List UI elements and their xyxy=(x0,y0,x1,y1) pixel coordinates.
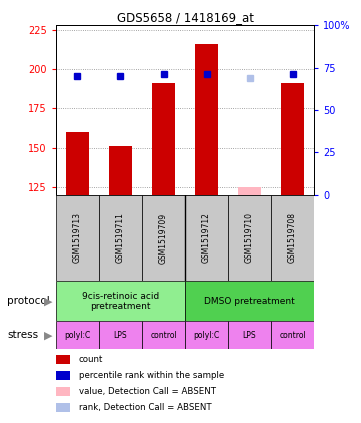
Text: GSM1519711: GSM1519711 xyxy=(116,212,125,264)
Bar xyxy=(66,132,89,195)
Text: DMSO pretreatment: DMSO pretreatment xyxy=(204,297,295,306)
Text: rank, Detection Call = ABSENT: rank, Detection Call = ABSENT xyxy=(79,403,211,412)
FancyBboxPatch shape xyxy=(142,321,185,349)
FancyBboxPatch shape xyxy=(185,281,314,321)
Title: GDS5658 / 1418169_at: GDS5658 / 1418169_at xyxy=(117,11,253,24)
Text: GSM1519709: GSM1519709 xyxy=(159,212,168,264)
Text: GSM1519712: GSM1519712 xyxy=(202,212,211,264)
Bar xyxy=(238,187,261,195)
Text: count: count xyxy=(79,355,103,364)
FancyBboxPatch shape xyxy=(56,281,185,321)
FancyBboxPatch shape xyxy=(271,321,314,349)
Text: control: control xyxy=(150,331,177,340)
FancyBboxPatch shape xyxy=(142,195,185,281)
FancyBboxPatch shape xyxy=(56,321,99,349)
Text: percentile rank within the sample: percentile rank within the sample xyxy=(79,371,224,380)
FancyBboxPatch shape xyxy=(185,321,228,349)
FancyBboxPatch shape xyxy=(99,195,142,281)
FancyBboxPatch shape xyxy=(228,321,271,349)
Bar xyxy=(109,146,132,195)
Text: ▶: ▶ xyxy=(44,330,52,340)
FancyBboxPatch shape xyxy=(185,195,228,281)
Text: control: control xyxy=(279,331,306,340)
FancyBboxPatch shape xyxy=(99,321,142,349)
FancyBboxPatch shape xyxy=(228,195,271,281)
Text: LPS: LPS xyxy=(243,331,256,340)
Text: polyI:C: polyI:C xyxy=(64,331,91,340)
Text: GSM1519713: GSM1519713 xyxy=(73,212,82,264)
FancyBboxPatch shape xyxy=(271,195,314,281)
Text: 9cis-retinoic acid
pretreatment: 9cis-retinoic acid pretreatment xyxy=(82,292,159,311)
Text: LPS: LPS xyxy=(114,331,127,340)
Bar xyxy=(152,83,175,195)
Text: polyI:C: polyI:C xyxy=(193,331,219,340)
Text: GSM1519710: GSM1519710 xyxy=(245,212,254,264)
FancyBboxPatch shape xyxy=(56,195,99,281)
Bar xyxy=(281,83,304,195)
Text: ▶: ▶ xyxy=(44,297,52,306)
Text: value, Detection Call = ABSENT: value, Detection Call = ABSENT xyxy=(79,387,216,396)
Text: protocol: protocol xyxy=(7,297,50,306)
Bar xyxy=(195,44,218,195)
Text: stress: stress xyxy=(7,330,38,340)
Text: GSM1519708: GSM1519708 xyxy=(288,212,297,264)
